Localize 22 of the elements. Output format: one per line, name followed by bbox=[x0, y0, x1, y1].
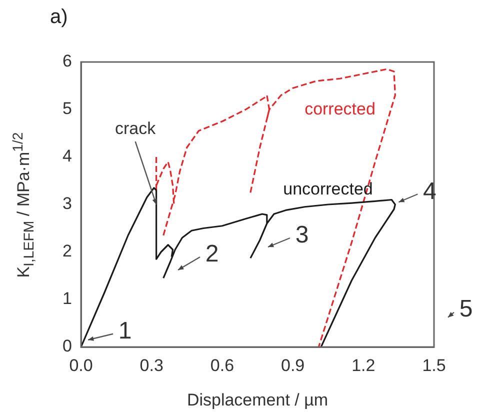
series-label: corrected bbox=[304, 100, 376, 119]
y-tick-label: 3 bbox=[62, 194, 72, 214]
y-tick-label: 1 bbox=[62, 289, 72, 308]
x-axis-title: Displacement / µm bbox=[186, 390, 328, 410]
x-tick-label: 0.3 bbox=[140, 356, 164, 375]
annotation: 1 bbox=[118, 318, 132, 344]
x-tick-label: 0.9 bbox=[280, 356, 305, 375]
y-tick-label: 5 bbox=[62, 99, 72, 118]
annotation: crack bbox=[114, 119, 156, 138]
y-tick-label: 2 bbox=[62, 242, 72, 261]
annotation: 3 bbox=[295, 222, 309, 249]
annotation: 2 bbox=[205, 240, 219, 268]
y-tick-label: 6 bbox=[62, 52, 72, 71]
x-tick-label: 1.5 bbox=[422, 356, 446, 375]
series-label: uncorrected bbox=[283, 180, 373, 199]
text: 5 bbox=[459, 296, 473, 323]
x-tick-label: 0.0 bbox=[69, 356, 93, 375]
y-tick-label: 0 bbox=[62, 336, 72, 356]
x-tick-label: 0.6 bbox=[210, 356, 234, 375]
y-tick-label: 4 bbox=[62, 146, 72, 166]
x-tick-label: 1.2 bbox=[352, 356, 376, 375]
chart-title: a) bbox=[50, 6, 68, 29]
